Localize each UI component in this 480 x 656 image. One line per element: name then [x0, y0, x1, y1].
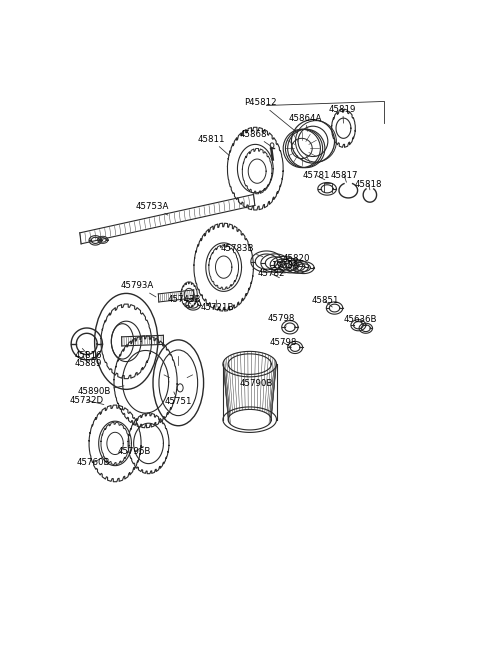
Text: 45783B: 45783B — [220, 244, 263, 256]
Text: 45760B: 45760B — [77, 457, 110, 467]
Text: 45868: 45868 — [240, 130, 271, 146]
Text: 45798: 45798 — [267, 314, 295, 326]
Text: 45811: 45811 — [197, 135, 229, 155]
Text: 45889: 45889 — [75, 356, 102, 367]
Text: 45790B: 45790B — [240, 376, 273, 388]
Text: 45782: 45782 — [258, 269, 285, 278]
Text: 45796B: 45796B — [118, 447, 151, 456]
Text: 45819: 45819 — [329, 104, 357, 123]
Text: 45820: 45820 — [282, 253, 310, 263]
Text: P45812: P45812 — [245, 98, 297, 133]
Text: 45851: 45851 — [311, 297, 338, 307]
Text: 45636B: 45636B — [344, 315, 377, 324]
Text: 45816: 45816 — [75, 348, 102, 360]
Text: 45781: 45781 — [303, 171, 330, 180]
Text: 45817: 45817 — [330, 171, 358, 182]
Text: 45818: 45818 — [355, 180, 383, 190]
Text: 45864A: 45864A — [289, 113, 322, 131]
Text: 45890B: 45890B — [78, 386, 124, 396]
Text: 45793A: 45793A — [121, 281, 156, 297]
Text: 45753A: 45753A — [135, 201, 169, 215]
Text: 45743B: 45743B — [168, 295, 202, 304]
Text: 45721B: 45721B — [200, 300, 234, 312]
Text: 19336: 19336 — [271, 261, 299, 271]
Text: 45798: 45798 — [269, 338, 297, 348]
Text: 45732D: 45732D — [70, 396, 104, 405]
Text: 45751: 45751 — [165, 392, 192, 407]
